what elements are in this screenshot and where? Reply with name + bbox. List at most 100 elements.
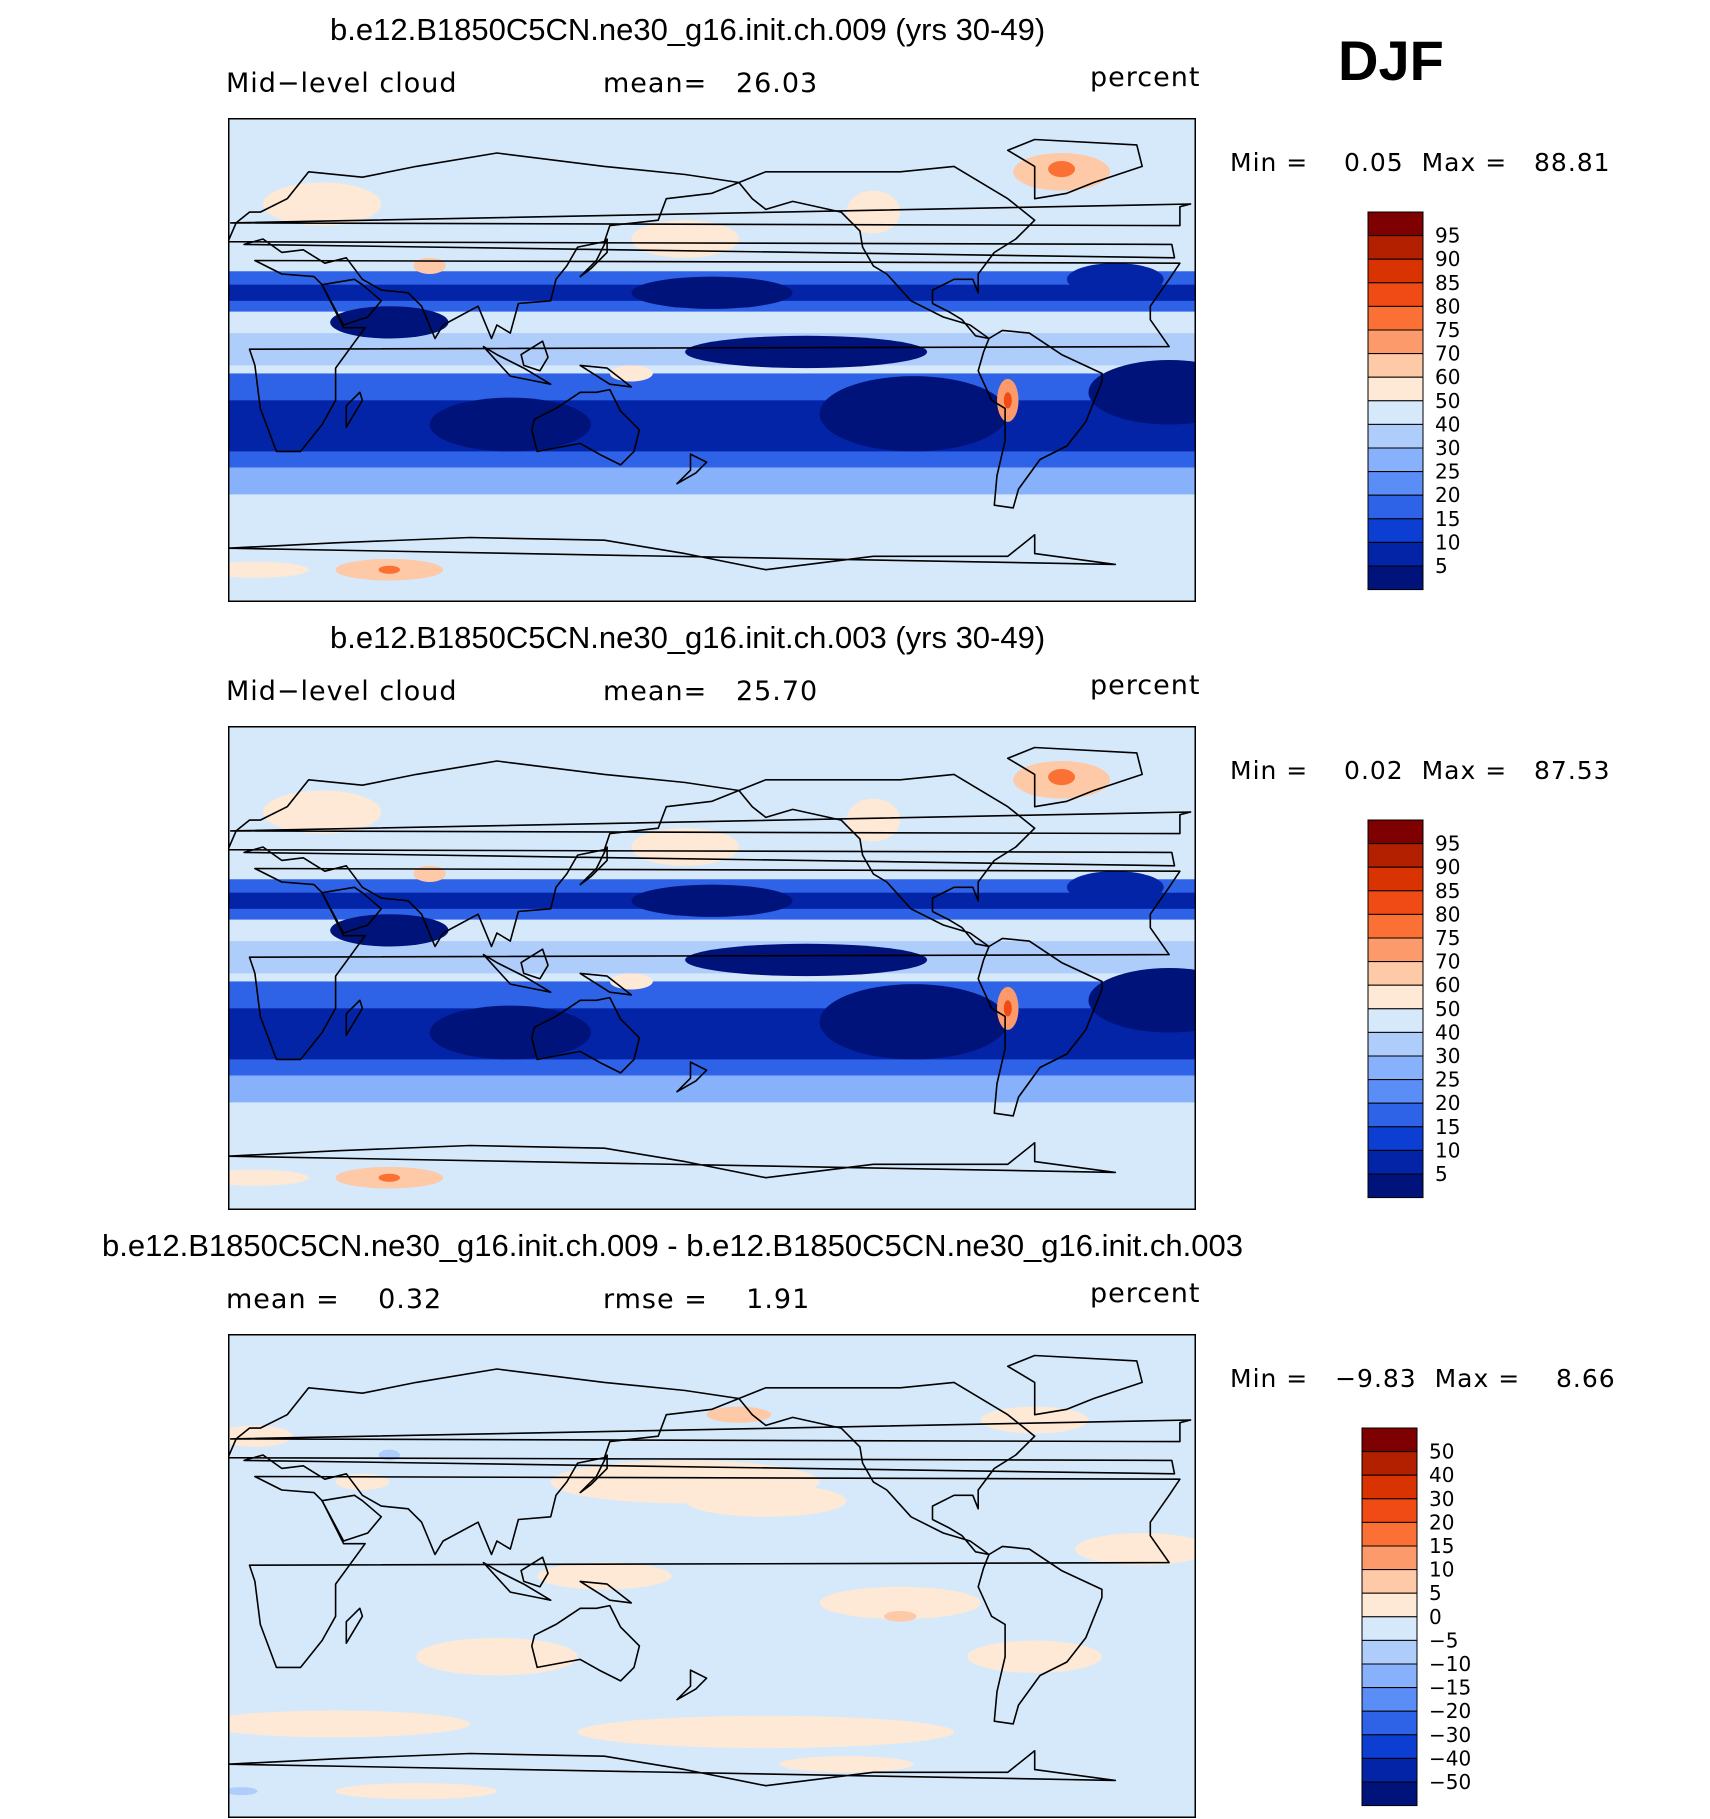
colorbar-swatch <box>1367 1173 1424 1199</box>
panel-3-map <box>228 1334 1196 1818</box>
coastline <box>321 886 383 934</box>
coastline <box>579 846 608 886</box>
map-frame <box>228 1334 1196 1818</box>
coastline <box>977 937 1103 1117</box>
season-label: DJF <box>1338 29 1444 92</box>
field-blob <box>685 943 928 977</box>
map-frame <box>228 726 1196 1210</box>
colorbar-tick-label: −30 <box>1429 1723 1471 1747</box>
colorbar-tick-label: 90 <box>1435 247 1460 271</box>
coastline <box>738 1381 1036 1556</box>
colorbar-swatch <box>1361 1663 1418 1689</box>
field-blob <box>1048 769 1075 786</box>
colorbar-tick-label: −40 <box>1429 1746 1471 1770</box>
colorbar-swatch <box>1367 471 1424 496</box>
panel-2-title: b.e12.B1850C5CN.ne30_g16.init.ch.003 (yr… <box>330 620 1046 655</box>
diff-positive-region <box>228 1425 293 1447</box>
colorbar-swatch <box>1367 890 1424 915</box>
diff-positive-region <box>335 1783 497 1800</box>
panel-3-rmse-label: rmse = 1.91 <box>603 1284 811 1315</box>
colorbar-swatch <box>1367 866 1424 892</box>
colorbar-tick-label: −15 <box>1429 1676 1471 1700</box>
colorbar-swatch <box>1367 447 1424 473</box>
coastline <box>738 165 1036 340</box>
field-blob <box>378 1173 401 1182</box>
coastline <box>520 1556 549 1588</box>
colorbar-tick-label: 20 <box>1429 1510 1454 1534</box>
panel-1-minmax: Min = 0.05 Max = 88.81 <box>1230 148 1611 177</box>
field-blob <box>1088 968 1196 1033</box>
colorbar-tick-label: 5 <box>1429 1581 1442 1605</box>
colorbar-tick-label: 25 <box>1435 460 1460 484</box>
coastline <box>248 1475 1181 1669</box>
field-blob <box>631 884 793 917</box>
colorbar-tick-label: 70 <box>1435 342 1460 366</box>
field-blob <box>609 973 653 990</box>
field-blob <box>819 984 1008 1060</box>
coastline <box>1007 746 1143 808</box>
colorbar-tick-label: 10 <box>1435 530 1460 554</box>
field-blob <box>378 565 401 574</box>
colorbar-tick-label: 50 <box>1429 1440 1454 1464</box>
field-blob <box>609 365 653 382</box>
colorbar-swatch <box>1361 1545 1418 1571</box>
panel-1-map <box>228 118 1196 602</box>
colorbar-swatch <box>1367 937 1424 963</box>
panel-3-units-label: percent <box>1090 1278 1201 1309</box>
coastline <box>229 203 1192 227</box>
colorbar-tick-label: 80 <box>1435 902 1460 926</box>
coastline <box>520 340 549 372</box>
coastline <box>579 1580 633 1604</box>
colorbar-swatch <box>1361 1616 1418 1641</box>
colorbar-tick-label: 40 <box>1435 412 1460 436</box>
colorbar-tick-label: 60 <box>1435 973 1460 997</box>
colorbar-tick-label: 30 <box>1435 436 1460 460</box>
colorbar-swatch <box>1367 984 1424 1010</box>
panel-1-title: b.e12.B1850C5CN.ne30_g16.init.ch.009 (yr… <box>330 12 1046 47</box>
colorbar-swatch <box>1361 1781 1418 1807</box>
field-blob <box>631 276 793 309</box>
coastline <box>1007 1354 1143 1416</box>
coastline <box>977 1545 1103 1725</box>
panel-1-units-label: percent <box>1090 62 1201 93</box>
colorbar-swatch <box>1367 565 1424 591</box>
colorbar-swatch <box>1367 258 1424 284</box>
colorbar-swatch <box>1367 1031 1424 1057</box>
colorbar-swatch <box>1367 423 1424 449</box>
coastline <box>228 1142 1117 1179</box>
colorbar-swatch <box>1361 1521 1418 1547</box>
coastline <box>248 259 1181 453</box>
colorbar-swatch <box>1367 518 1424 543</box>
field-blob <box>685 335 928 369</box>
colorbar-tick-label: 10 <box>1435 1138 1460 1162</box>
colorbar-swatch <box>1361 1639 1418 1665</box>
diff-positive-region <box>228 1710 470 1738</box>
diff-positive-region <box>416 1637 578 1676</box>
field-band <box>228 400 1196 452</box>
colorbar-tick-label: 70 <box>1435 950 1460 974</box>
coastline <box>228 534 1117 571</box>
diff-positive-region <box>537 1562 672 1590</box>
field-band <box>228 1102 1196 1135</box>
colorbar-swatch <box>1361 1498 1418 1523</box>
colorbar-swatch <box>1361 1710 1418 1736</box>
field-band <box>228 1075 1196 1103</box>
colorbar-swatch <box>1367 494 1424 520</box>
field-blob <box>228 1169 309 1186</box>
coastline <box>229 811 1192 835</box>
panel-3-minmax: Min = −9.83 Max = 8.66 <box>1230 1364 1616 1393</box>
colorbar-tick-label: 20 <box>1435 1091 1460 1115</box>
field-blob <box>631 828 739 866</box>
field-blob <box>846 798 901 842</box>
diff-positive-region <box>577 1715 954 1749</box>
coastline <box>579 972 633 996</box>
field-blob <box>1003 392 1012 409</box>
field-blob <box>1088 360 1196 425</box>
field-blob <box>1048 161 1075 178</box>
diff-positive-region <box>779 1756 914 1773</box>
colorbar-tick-label: 40 <box>1435 1020 1460 1044</box>
colorbar-tick-label: −50 <box>1429 1770 1471 1794</box>
colorbar-swatch <box>1361 1734 1418 1759</box>
